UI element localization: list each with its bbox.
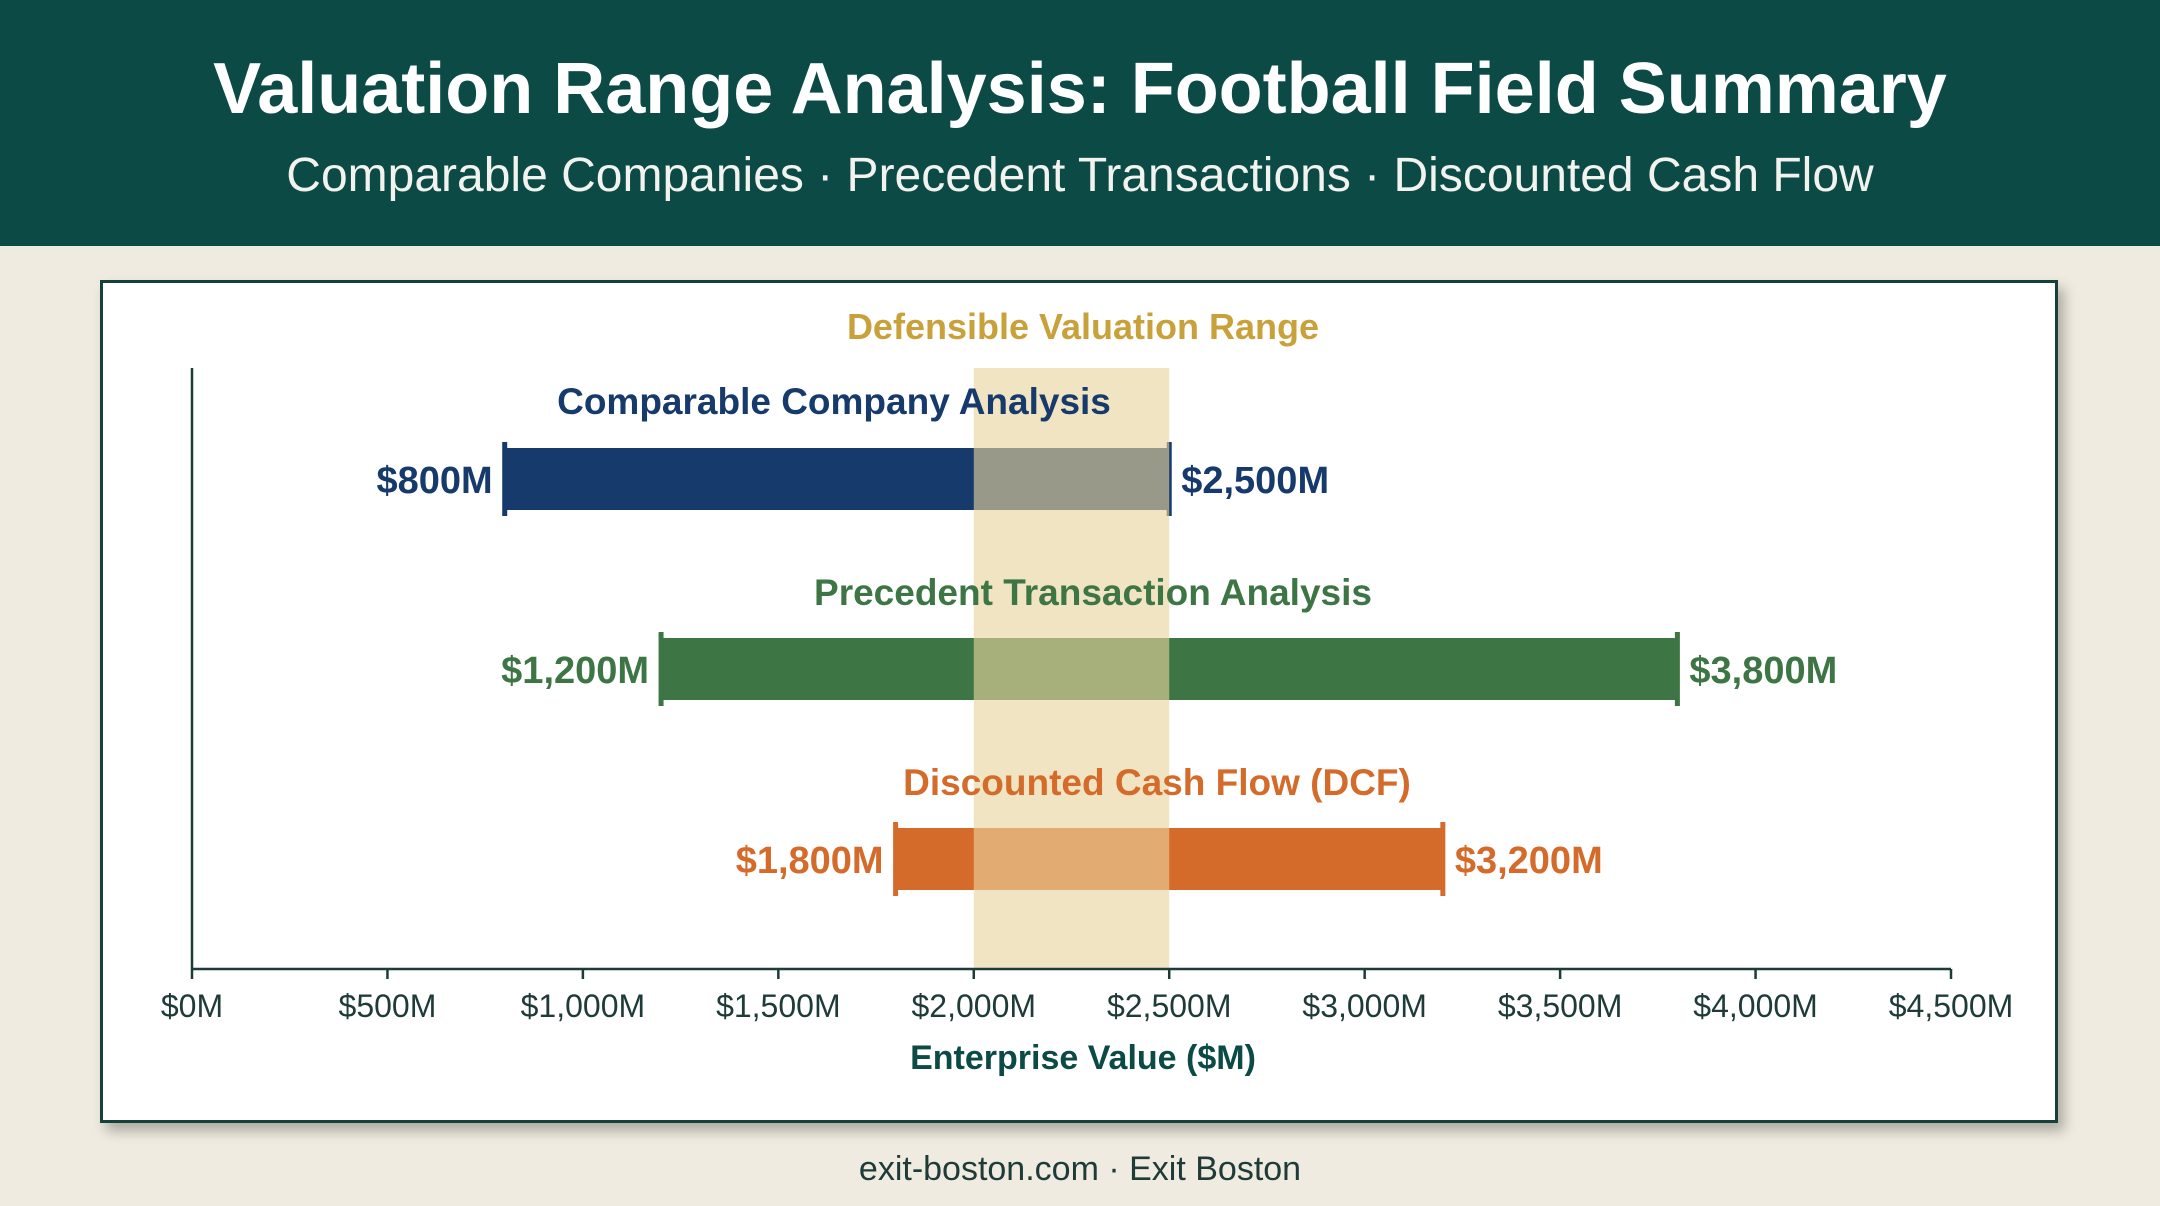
x-tick-label-3: $1,500M [716, 988, 841, 1024]
defensible-range-band [973, 368, 1170, 969]
footer-credit: exit-boston.com · Exit Boston [858, 1150, 1302, 1188]
defensible-range-label: Defensible Valuation Range [847, 306, 1319, 347]
x-tick-label-2: $1,000M [521, 988, 646, 1024]
x-tick-label-1: $500M [339, 988, 437, 1024]
range-high-label-3: $3,200M [1455, 840, 1603, 882]
series-name-3: Discounted Cash Flow (DCF) [903, 762, 1411, 803]
range-low-label-2: $1,200M [501, 650, 649, 692]
x-tick-label-8: $4,000M [1693, 988, 1818, 1024]
range-low-label-1: $800M [377, 460, 493, 502]
football-field-chart: $800M $2,500M $1,200M $3,800M $1,800M $3,200M… [161, 306, 2014, 1077]
series-name-1: Comparable Company Analysis [557, 381, 1111, 422]
series-name-2: Precedent Transaction Analysis [814, 572, 1372, 613]
x-tick-label-0: $0M [161, 988, 223, 1024]
x-tick-label-9: $4,500M [1889, 988, 2014, 1024]
x-axis-title: Enterprise Value ($M) [910, 1039, 1256, 1077]
header-banner: Valuation Range Analysis: Football Field… [0, 0, 2160, 246]
range-high-label-1: $2,500M [1181, 460, 1329, 502]
page-subtitle: Comparable Companies · Precedent Transac… [286, 149, 1874, 202]
range-low-label-3: $1,800M [736, 840, 884, 882]
x-tick-label-6: $3,000M [1302, 988, 1427, 1024]
range-high-label-2: $3,800M [1689, 650, 1837, 692]
x-tick-label-5: $2,500M [1107, 988, 1232, 1024]
page-title: Valuation Range Analysis: Football Field… [213, 49, 1947, 129]
chart-panel: $800M $2,500M $1,200M $3,800M $1,800M $3,200M… [100, 280, 2058, 1123]
x-tick-label-7: $3,500M [1498, 988, 1623, 1024]
x-tick-label-4: $2,000M [912, 988, 1037, 1024]
